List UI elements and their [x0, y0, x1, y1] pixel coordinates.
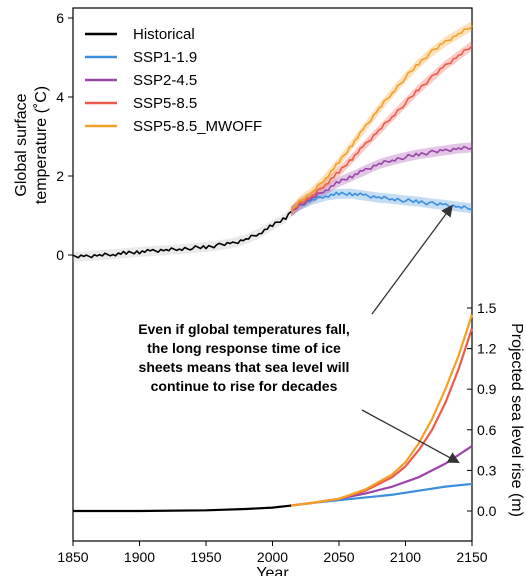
line-temperature-ssp5-8-5-mwoff [290, 25, 473, 211]
legend-label-ssp2-4-5: SSP2-4.5 [133, 72, 197, 89]
y-tick-label-sea-level: 0.9 [477, 381, 497, 397]
y-tick-label-sea-level: 1.5 [477, 300, 497, 316]
y-tick-label-sea-level: 0.0 [477, 503, 497, 519]
annotation: Even if global temperatures fall, the lon… [138, 204, 460, 464]
legend-label-historical: Historical [133, 26, 195, 43]
axis-ticks: 1850 1900 1950 2000 2050 2100 2150 0 2 4 6 0.0 0.3 0.… [56, 10, 496, 565]
x-tick-label: 1900 [124, 549, 155, 565]
x-tick-label: 2050 [323, 549, 354, 565]
line-temperature-historical [72, 210, 292, 259]
axis-labels: Year Global surface temperature (˚C) Projec… [13, 86, 525, 576]
legend-label-ssp1-1-9: SSP1-1.9 [133, 49, 197, 66]
annotation-arrow-up [371, 204, 453, 315]
y-tick-label-sea-level: 1.2 [477, 341, 497, 357]
y-axis-label-sea-level: Projected sea level rise (m) [508, 323, 525, 517]
series-lines [72, 25, 474, 513]
legend-label-ssp5-8-5: SSP5-8.5 [133, 95, 197, 112]
x-tick-label: 1850 [57, 549, 88, 565]
band-ssp1-1-9 [291, 188, 472, 217]
y-tick-label-sea-level: 0.6 [477, 422, 497, 438]
y-tick-label-temperature: 0 [56, 247, 64, 263]
y-tick-label-temperature: 2 [56, 168, 64, 184]
band-ssp5-8-5-mwoff [291, 20, 472, 217]
annotation-line: Even if global temperatures fall, [138, 321, 350, 337]
legend: Historical SSP1-1.9 SSP2-4.5 SSP5-8.5 SSP5-8… [85, 26, 262, 135]
y-tick-label-temperature: 4 [56, 89, 64, 105]
y-axis-label-line: Global surface [13, 93, 30, 196]
line-sea-level-ssp5-8-5-mwoff [290, 314, 474, 507]
x-tick-label: 2000 [257, 549, 288, 565]
x-tick-label: 2100 [390, 549, 421, 565]
legend-label-ssp5-8-5-mwoff: SSP5-8.5_MWOFF [133, 118, 262, 135]
line-temperature-ssp1-1-9 [290, 191, 473, 211]
band-ssp2-4-5 [291, 142, 472, 217]
annotation-arrow-down [361, 409, 460, 464]
y-tick-label-temperature: 6 [56, 10, 64, 26]
annotation-line: the long response time of ice [147, 340, 341, 356]
line-temperature-ssp5-8-5 [290, 45, 473, 211]
x-tick-label: 2150 [456, 549, 487, 565]
annotation-line: sheets means that sea level will [139, 359, 350, 375]
line-temperature-ssp2-4-5 [290, 145, 473, 211]
y-tick-label-sea-level: 0.3 [477, 462, 497, 478]
annotation-line: continue to rise for decades [151, 378, 338, 394]
y-axis-label-line: temperature (˚C) [33, 86, 50, 204]
y-axis-label-temperature: Global surface temperature (˚C) [13, 86, 50, 204]
line-sea-level-historical [73, 504, 292, 513]
x-axis-label: Year [256, 565, 289, 576]
x-tick-label: 1950 [190, 549, 221, 565]
band-historical [73, 206, 292, 262]
